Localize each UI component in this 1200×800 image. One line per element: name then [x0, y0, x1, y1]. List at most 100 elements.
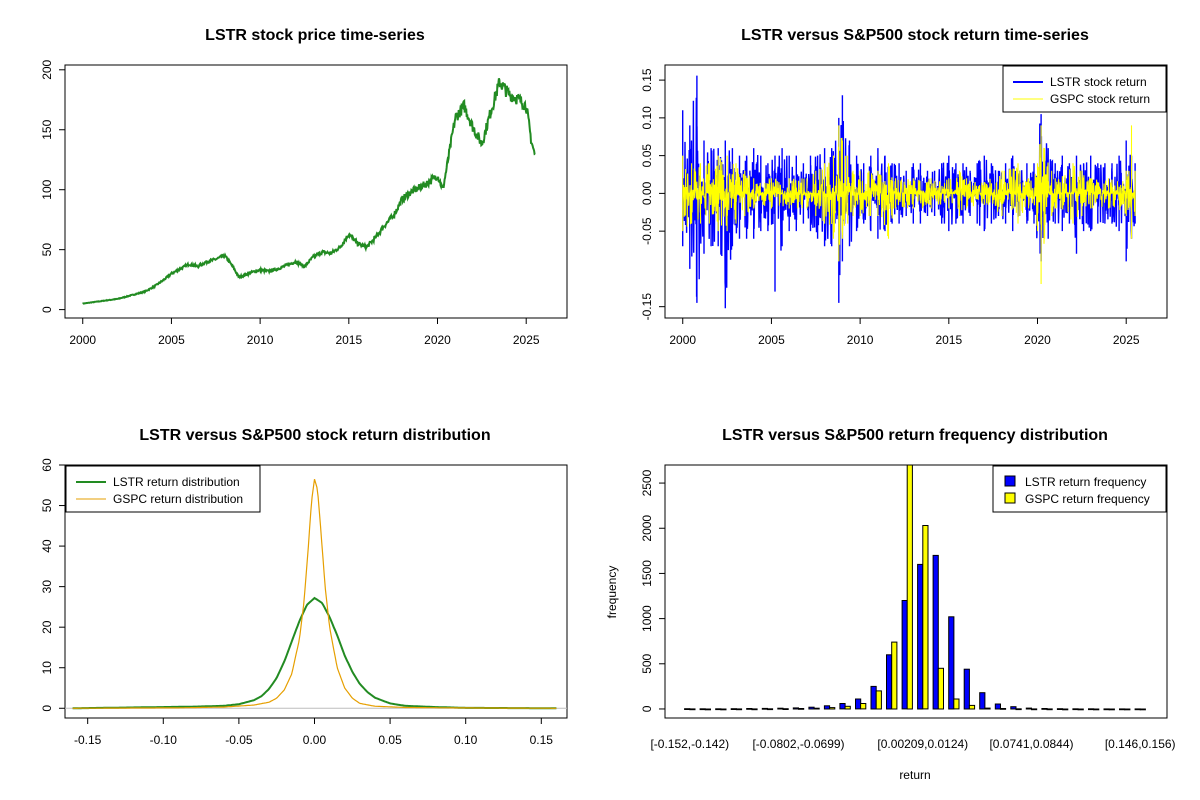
bar-gspc-frequency	[953, 698, 960, 710]
bar-gspc-frequency	[735, 708, 743, 711]
panel-histogram-xlabel: return	[899, 768, 930, 782]
x-tick-label: 2000	[69, 333, 96, 347]
x-tick-label: -0.05	[225, 733, 253, 747]
legend-label-gspc-density: GSPC return distribution	[113, 492, 243, 506]
bar-lstr-frequency	[1010, 706, 1017, 710]
y-tick-label: 1000	[640, 605, 654, 632]
series-line-lstr-density	[72, 596, 557, 710]
y-tick-label: 2000	[640, 515, 654, 542]
bar-gspc-frequency	[782, 708, 789, 711]
bar-gspc-frequency	[860, 703, 867, 710]
bar-lstr-frequency	[994, 703, 1001, 710]
panel-returns-legend: LSTR stock return GSPC stock return	[1002, 65, 1167, 113]
bar-lstr-frequency	[839, 703, 846, 710]
bar-gspc-frequency	[829, 707, 836, 710]
legend-label-lstr-density: LSTR return distribution	[113, 475, 240, 489]
bar-gspc-frequency	[798, 708, 805, 710]
bar-gspc-frequency	[751, 708, 758, 711]
x-tick-label: 2025	[1113, 333, 1140, 347]
legend-swatch-gspc-frequency	[1004, 492, 1016, 504]
x-tick-label: 2015	[935, 333, 962, 347]
bar-gspc-frequency	[968, 704, 976, 710]
bar-gspc-frequency	[906, 464, 913, 710]
panel-density: LSTR versus S&P500 stock return distribu…	[40, 427, 568, 747]
y-tick-label: 50	[40, 243, 54, 257]
legend-swatch-lstr-frequency	[1004, 475, 1016, 487]
y-tick-label: 150	[40, 119, 54, 139]
bar-lstr-frequency	[1134, 708, 1141, 711]
x-category-label: [-0.0802,-0.0699)	[752, 737, 844, 751]
y-tick-label: 0.05	[640, 144, 654, 168]
bar-gspc-frequency	[1031, 708, 1038, 711]
panel-histogram-frame	[664, 464, 1168, 719]
y-tick-label: 2500	[640, 469, 654, 496]
legend-label-gspc-frequency: GSPC return frequency	[1025, 492, 1150, 506]
panel-price-marks	[82, 78, 536, 305]
bar-lstr-frequency	[901, 600, 908, 710]
bar-lstr-frequency	[699, 708, 706, 711]
y-tick-label: 0.10	[640, 106, 654, 130]
x-tick-label: 2005	[158, 333, 185, 347]
y-tick-label: -0.05	[640, 217, 654, 245]
panel-histogram-marks	[684, 464, 1146, 711]
bar-gspc-frequency	[984, 707, 991, 710]
legend-label-gspc-return: GSPC stock return	[1050, 92, 1150, 106]
legend-box	[1002, 65, 1167, 113]
bar-lstr-frequency	[870, 685, 877, 710]
bar-lstr-frequency	[948, 616, 955, 710]
panel-histogram-title: LSTR versus S&P500 return frequency dist…	[722, 427, 1108, 444]
bar-lstr-frequency	[1025, 707, 1033, 710]
x-category-label: [0.146,0.156)	[1105, 737, 1176, 751]
y-tick-label: 10	[40, 661, 54, 675]
panel-density-title: LSTR versus S&P500 stock return distribu…	[139, 427, 490, 444]
panel-returns: LSTR versus S&P500 stock return time-ser…	[640, 27, 1168, 347]
legend-box	[65, 465, 261, 513]
panel-price-frame	[64, 64, 568, 319]
panel-density-legend: LSTR return distribution GSPC return dis…	[65, 465, 261, 513]
x-category-label: [-0.152,-0.142)	[650, 737, 729, 751]
y-tick-label: 50	[40, 499, 54, 513]
panel-histogram: LSTR versus S&P500 return frequency dist…	[605, 427, 1176, 782]
x-tick-label: 0.05	[378, 733, 402, 747]
x-tick-label: 2010	[247, 333, 274, 347]
panel-histogram-ylabel: frequency	[605, 566, 619, 619]
legend-label-lstr-return: LSTR stock return	[1050, 75, 1147, 89]
legend-label-lstr-frequency: LSTR return frequency	[1025, 475, 1146, 489]
y-tick-label: 0.15	[640, 68, 654, 92]
bar-lstr-frequency	[777, 707, 784, 710]
y-tick-label: 60	[40, 458, 54, 472]
bar-gspc-frequency	[922, 525, 929, 710]
bar-lstr-frequency	[979, 692, 986, 710]
bar-lstr-frequency	[855, 698, 862, 710]
y-tick-label: 100	[40, 179, 54, 199]
y-tick-label: 0.00	[640, 181, 654, 205]
y-tick-label: 40	[40, 539, 54, 553]
panel-price-axes: 2000 2005 2010 2015 2020 2025 0 50 100 150 200	[40, 59, 540, 347]
panel-returns-marks	[682, 75, 1136, 309]
bar-lstr-frequency	[1088, 708, 1095, 711]
bar-lstr-frequency	[1072, 708, 1079, 711]
bar-gspc-frequency	[937, 667, 944, 710]
bar-lstr-frequency	[932, 554, 939, 710]
bar-lstr-frequency	[715, 708, 722, 711]
bar-lstr-frequency	[792, 707, 799, 710]
panel-returns-title: LSTR versus S&P500 stock return time-ser…	[741, 27, 1089, 44]
x-tick-label: 2015	[335, 333, 362, 347]
x-tick-label: 2000	[669, 333, 696, 347]
x-tick-label: 2010	[847, 333, 874, 347]
x-tick-label: -0.10	[150, 733, 178, 747]
panel-density-frame	[64, 464, 568, 719]
x-tick-label: 0.00	[303, 733, 327, 747]
legend-box	[992, 465, 1167, 513]
x-category-label: [0.0741,0.0844)	[989, 737, 1073, 751]
x-tick-label: 2020	[424, 333, 451, 347]
x-tick-label: 0.10	[454, 733, 478, 747]
x-tick-label: 2025	[513, 333, 540, 347]
x-tick-label: 2005	[758, 333, 785, 347]
panel-price: LSTR stock price time-series 2000 2005 201…	[40, 27, 568, 347]
bar-gspc-frequency	[1093, 708, 1100, 711]
bar-lstr-frequency	[886, 654, 893, 710]
bar-gspc-frequency	[1062, 708, 1069, 711]
bar-gspc-frequency	[1139, 708, 1146, 711]
x-tick-label: 2020	[1024, 333, 1051, 347]
